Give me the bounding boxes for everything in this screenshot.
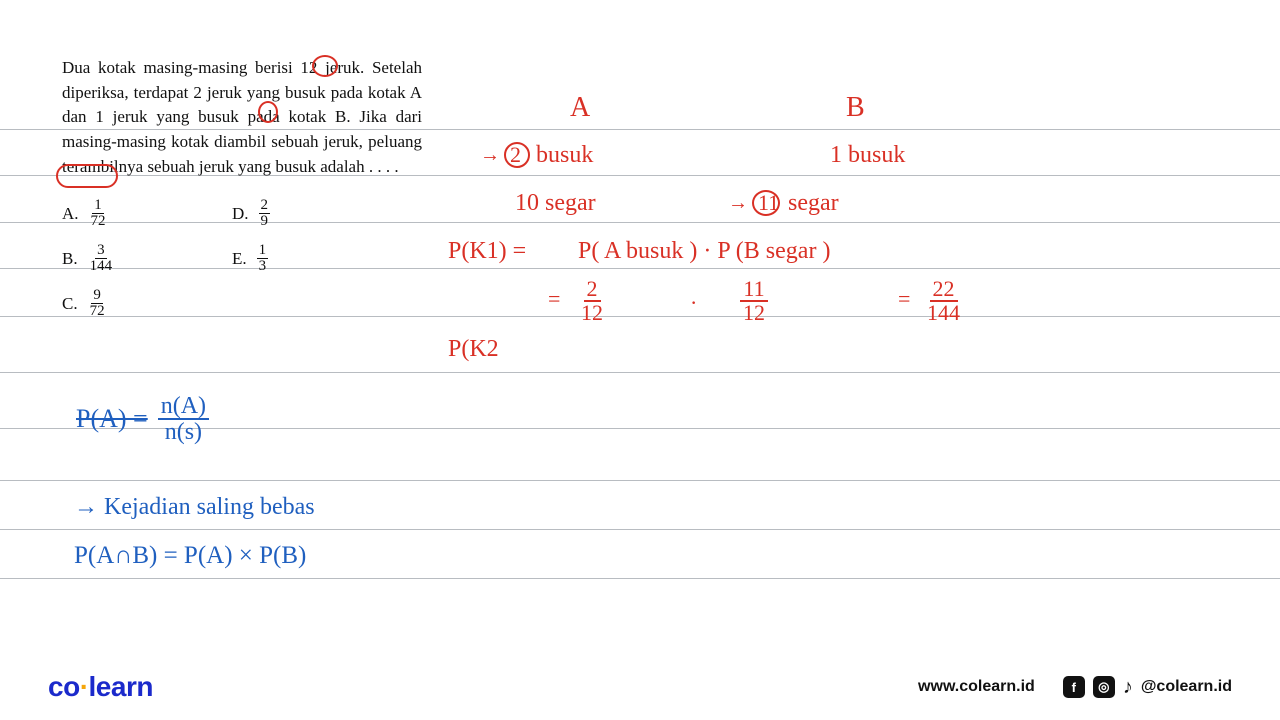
option-label: E.	[232, 249, 247, 269]
option-frac: 3 144	[88, 243, 115, 274]
answer-row-2: B. 3 144 E. 1 3	[62, 243, 342, 274]
hw-kejadian: → Kejadian saling bebas	[74, 494, 315, 521]
facebook-icon: f	[1063, 676, 1085, 698]
circle-12	[312, 55, 338, 77]
frac-den: 9	[259, 214, 271, 229]
question-text: Dua kotak masing-masing berisi 12 jeruk.…	[62, 56, 422, 179]
hw-pk2: P(K2	[448, 336, 499, 363]
option-a: A. 1 72	[62, 198, 232, 229]
frac-den: 12	[740, 302, 768, 324]
frac-num: 9	[91, 288, 103, 304]
rule-line	[0, 480, 1280, 481]
option-label: A.	[62, 204, 79, 224]
frac-num: 3	[95, 243, 107, 259]
hw-header-b: B	[846, 92, 865, 124]
hw-a-segar: 10 segar	[515, 190, 596, 217]
option-label: D.	[232, 204, 249, 224]
hw-pa-formula: P(A) = n(A) n(s)	[76, 394, 209, 444]
footer-url: www.colearn.id	[918, 678, 1035, 696]
circle-sebuah	[56, 164, 118, 188]
frac-den: 3	[257, 259, 269, 274]
frac-num: 2	[259, 198, 271, 214]
hw-eq: =	[548, 286, 560, 312]
logo-co: co	[48, 671, 80, 702]
logo: co·learn	[48, 671, 153, 703]
hw-intersect: P(A∩B) = P(A) × P(B)	[74, 542, 306, 570]
logo-dot-icon: ·	[80, 671, 89, 702]
answer-options: A. 1 72 D. 2 9 B. 3 144	[62, 198, 342, 333]
instagram-icon: ◎	[1093, 676, 1115, 698]
frac-num: n(A)	[158, 394, 209, 420]
frac-den: 72	[88, 304, 107, 319]
hw-11: 11	[758, 190, 779, 216]
hw-a-busuk: busuk	[536, 142, 593, 169]
option-d: D. 2 9	[232, 198, 342, 229]
option-e: E. 1 3	[232, 243, 342, 274]
logo-learn: learn	[89, 671, 153, 702]
frac-num: 1	[92, 198, 104, 214]
rule-line	[0, 578, 1280, 579]
rule-line	[0, 372, 1280, 373]
frac-den: 12	[578, 302, 606, 324]
frac-den: 144	[88, 259, 115, 274]
hw-b-busuk: 1 busuk	[830, 142, 905, 169]
tiktok-icon: ♪	[1123, 676, 1133, 699]
option-frac: 2 9	[259, 198, 271, 229]
hw-dot: ·	[690, 290, 697, 316]
arrow-icon: →	[480, 144, 500, 167]
hw-frac-res: 22144	[924, 276, 963, 324]
hw-pk1-rhs: P( A busuk ) · P (B segar )	[578, 238, 830, 265]
option-label: B.	[62, 249, 78, 269]
frac-num: 1	[257, 243, 269, 259]
option-frac: 1 72	[89, 198, 108, 229]
option-c: C. 9 72	[62, 288, 232, 319]
hw-header-a: A	[570, 92, 590, 124]
option-b: B. 3 144	[62, 243, 232, 274]
hw-2: 2	[510, 142, 521, 168]
option-frac: 1 3	[257, 243, 269, 274]
footer-right: www.colearn.id f ◎ ♪ @colearn.id	[918, 676, 1232, 699]
option-frac: 9 72	[88, 288, 107, 319]
question-body: Dua kotak masing-masing berisi 12 jeruk.…	[62, 56, 422, 179]
answer-row-1: A. 1 72 D. 2 9	[62, 198, 342, 229]
footer-handle: @colearn.id	[1141, 678, 1232, 696]
circle-1	[258, 101, 278, 123]
option-label: C.	[62, 294, 78, 314]
frac-num: 22	[930, 278, 958, 302]
hw-pk1-lhs: P(K1) =	[448, 238, 526, 265]
answer-row-3: C. 9 72	[62, 288, 342, 319]
hw-frac1: 212	[578, 276, 606, 324]
footer-socials: f ◎ ♪ @colearn.id	[1063, 676, 1232, 699]
hw-frac2: 1112	[740, 276, 768, 324]
hw-eq2: =	[898, 286, 910, 312]
hw-b-segar: segar	[788, 190, 839, 217]
rule-line	[0, 529, 1280, 530]
arrow-icon: →	[728, 192, 748, 215]
page: Dua kotak masing-masing berisi 12 jeruk.…	[0, 0, 1280, 720]
pa-lhs: P(A) =	[76, 404, 148, 434]
frac-den: 144	[924, 302, 963, 324]
frac-den: 72	[89, 214, 108, 229]
frac-den: n(s)	[162, 420, 205, 444]
frac-num: 11	[740, 278, 767, 302]
footer: co·learn www.colearn.id f ◎ ♪ @colearn.i…	[0, 662, 1280, 720]
frac-num: 2	[584, 278, 601, 302]
